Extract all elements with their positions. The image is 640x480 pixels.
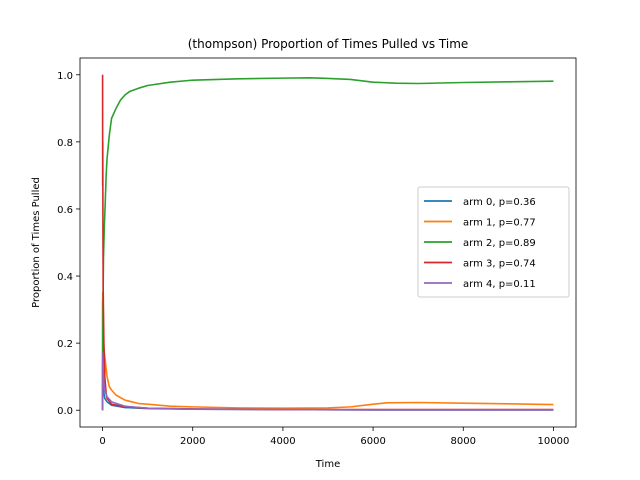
legend-label-arm-3: arm 3, p=0.74 [463,259,536,270]
y-tick-label: 0.0 [57,406,73,417]
y-tick-label: 0.8 [57,138,73,149]
series-line-arm-4 [101,352,554,411]
y-tick-label: 0.2 [57,339,73,350]
y-tick-label: 0.6 [57,205,73,216]
legend-label-arm-0: arm 0, p=0.36 [463,197,536,208]
x-tick-label: 8000 [451,436,476,447]
y-tick-label: 0.4 [57,272,73,283]
legend: arm 0, p=0.36 arm 1, p=0.77 arm 2, p=0.89 a… [417,186,570,298]
x-tick-label: 4000 [270,436,295,447]
x-tick-label: 10000 [538,436,570,447]
chart-title: (thompson) Proportion of Times Pulled vs… [188,37,469,51]
x-axis-label: Time [315,459,340,470]
legend-label-arm-2: arm 2, p=0.89 [463,238,536,249]
plot-border [79,57,577,428]
legend-label-arm-1: arm 1, p=0.77 [463,218,536,229]
legend-label-arm-4: arm 4, p=0.11 [463,279,536,290]
x-tick-label: 6000 [360,436,385,447]
series-layer [101,74,554,411]
x-tick-label: 0 [99,436,105,447]
y-axis-label: Proportion of Times Pulled [31,177,42,308]
y-axis: 0.0 0.2 0.4 0.6 0.8 1.0 [57,71,80,417]
y-tick-label: 1.0 [57,71,73,82]
x-axis: 0 2000 4000 6000 8000 10000 [99,427,569,447]
series-line-arm-2 [101,76,554,411]
x-tick-label: 2000 [180,436,205,447]
legend-box [417,186,570,298]
